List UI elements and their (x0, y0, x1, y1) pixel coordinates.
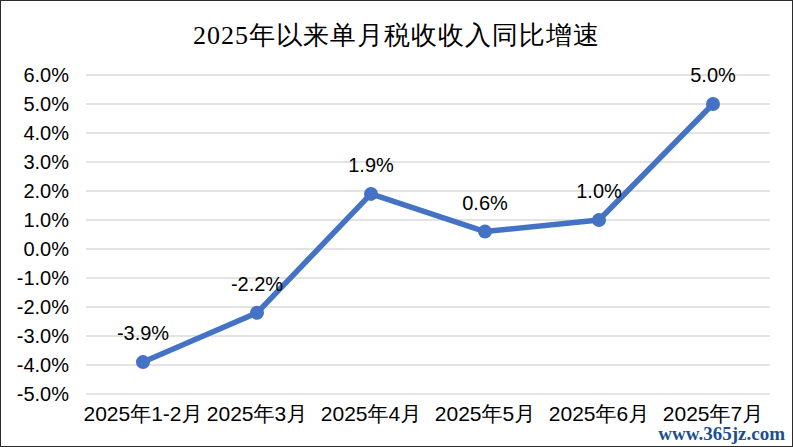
line-chart-plot: 6.0% 5.0% 4.0% 3.0% 2.0% 1.0% 0.0% -1.0% -2.0% -3… (1, 1, 793, 447)
y-axis-tick-label: 2.0% (23, 180, 69, 202)
y-axis-tick-label: 0.0% (23, 238, 69, 260)
y-axis-tick-label: 1.0% (23, 209, 69, 231)
y-axis-tick-label: 6.0% (23, 64, 69, 86)
data-point-label: 5.0% (690, 64, 736, 86)
y-axis-tick-label: -2.0% (17, 296, 69, 318)
data-point-label: 0.6% (462, 192, 508, 214)
y-axis-tick-label: 5.0% (23, 93, 69, 115)
y-axis-tick-label: -4.0% (17, 354, 69, 376)
y-axis-tick-label: -3.0% (17, 325, 69, 347)
data-point-marker (136, 355, 150, 369)
x-axis-tick-label: 2025年6月 (549, 402, 649, 425)
x-axis-tick-label: 2025年5月 (435, 402, 535, 425)
data-point-marker (364, 187, 378, 201)
data-point-marker (706, 97, 720, 111)
data-line (143, 104, 713, 362)
y-axis-tick-label: 4.0% (23, 122, 69, 144)
y-axis-tick-label: 3.0% (23, 151, 69, 173)
watermark: www.365jz.com (658, 423, 785, 445)
y-axis-tick-label: -5.0% (17, 383, 69, 405)
chart-frame: 2025年以来单月税收收入同比增速 6.0%5.0%4.0%3.0%2.0%1.… (0, 0, 793, 447)
x-axis-tick-label: 2025年3月 (207, 402, 307, 425)
y-axis-tick-label: -1.0% (17, 267, 69, 289)
data-point-label: -2.2% (231, 273, 283, 295)
x-axis-tick-label: 2025年1-2月 (83, 402, 202, 425)
data-point-marker (478, 225, 492, 239)
data-point-label: -3.9% (117, 322, 169, 344)
x-axis-tick-label: 2025年4月 (321, 402, 421, 425)
x-axis-tick-label: 2025年7月 (663, 402, 763, 425)
data-point-marker (592, 213, 606, 227)
data-point-marker (250, 306, 264, 320)
data-point-label: 1.0% (576, 180, 622, 202)
data-point-label: 1.9% (348, 154, 394, 176)
